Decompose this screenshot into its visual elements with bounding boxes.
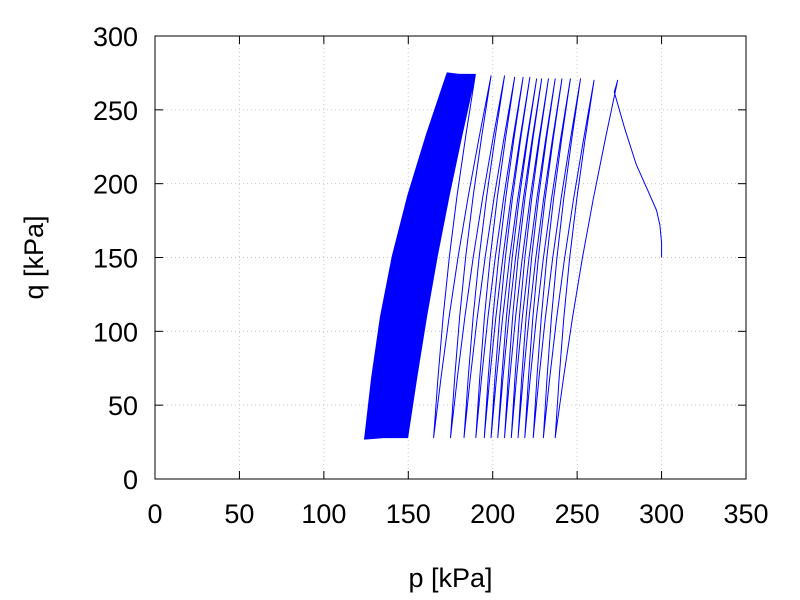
y-axis-label: q [kPa]	[19, 215, 49, 299]
y-tick-label: 100	[93, 317, 138, 347]
x-tick-label: 50	[224, 499, 254, 529]
y-tick-label: 50	[108, 391, 138, 421]
y-tick-label: 200	[93, 170, 138, 200]
x-tick-label: 350	[723, 499, 768, 529]
stress-path-line	[363, 72, 663, 440]
x-tick-label: 200	[470, 499, 515, 529]
x-tick-label: 150	[386, 499, 431, 529]
axis-ticks: 0 50 100 150 200 250 300 350 0 50 100 150 200 250 300	[93, 22, 769, 529]
x-tick-label: 300	[639, 499, 684, 529]
y-tick-label: 300	[93, 22, 138, 52]
y-tick-label: 250	[93, 96, 138, 126]
x-tick-label: 100	[301, 499, 346, 529]
x-axis-label: p [kPa]	[408, 563, 492, 593]
x-tick-label: 250	[555, 499, 600, 529]
y-tick-label: 150	[93, 244, 138, 274]
x-tick-label: 0	[147, 499, 162, 529]
grid-lines	[155, 36, 746, 479]
y-tick-label: 0	[123, 465, 138, 495]
plot-area	[363, 72, 663, 440]
